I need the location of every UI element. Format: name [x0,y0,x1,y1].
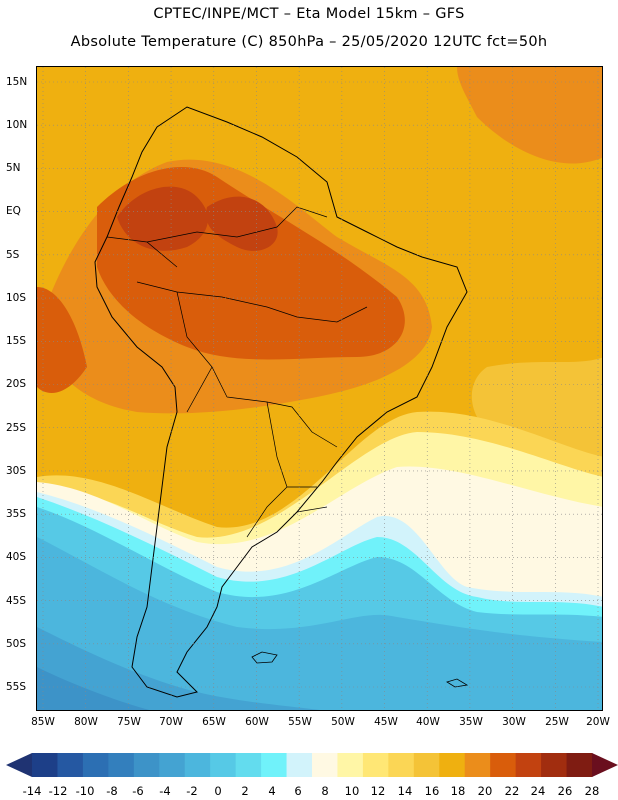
colder-zone-sw [37,667,150,710]
colorbar-left-arrow [6,753,32,777]
colorbar-cell [464,753,491,777]
colorbar-label: 8 [321,784,329,798]
cool-zone [37,537,602,710]
falkland-islands [251,651,278,664]
lon-label: 55W [288,716,312,728]
colorbar-cell [541,753,568,777]
colorbar-cell [362,753,389,777]
lat-label: 25S [6,422,27,434]
colorbar-label: 10 [344,784,360,798]
colorbar-cell [439,753,466,777]
lon-label: 35W [459,716,483,728]
colorbar-label: 0 [214,784,222,798]
colorbar-label: 20 [477,784,493,798]
lat-label: 20S [6,378,27,390]
colorbar-label: 26 [557,784,573,798]
colorbar-right-arrow [592,753,618,777]
colorbar-cell [286,753,313,777]
hot-zone-pacific [37,287,87,393]
colorbar-cells [32,753,593,777]
lon-label: 80W [74,716,98,728]
lat-label: 5N [6,162,21,174]
lat-label: 15N [6,76,28,88]
very-hot-zone-central [206,196,278,251]
lon-label: 25W [545,716,569,728]
lat-label: EQ [6,205,21,217]
cold-zone-sw [37,627,321,710]
colorbar-label: -2 [186,784,198,798]
colorbar-label: 6 [294,784,302,798]
lon-label: 75W [117,716,141,728]
colorbar-cell [388,753,415,777]
colorbar-cell [566,753,593,777]
lat-label: 55S [6,681,27,693]
colorbar-cell [108,753,135,777]
lat-label: 30S [6,465,27,477]
colorbar-label: -4 [159,784,171,798]
lon-label: 50W [331,716,355,728]
map-title-line1: CPTEC/INPE/MCT – Eta Model 15km – GFS [153,6,465,22]
colorbar-cell [261,753,288,777]
warm-orange-ne [457,67,602,164]
south-america-coastline [94,106,468,698]
colorbar-cell [337,753,364,777]
lat-label: 50S [6,638,27,650]
colorbar-label: -10 [75,784,95,798]
lat-label: 45S [6,595,27,607]
colorbar-label: 2 [241,784,249,798]
lat-lon-gridlines [37,67,602,710]
colorbar-cell [32,753,58,777]
colorbar-label: 28 [584,784,600,798]
lon-label: 70W [159,716,183,728]
colorbar-label: 22 [504,784,520,798]
south-georgia [446,678,469,688]
lat-label: 10S [6,292,27,304]
lon-label: 60W [245,716,269,728]
colorbar-cell [413,753,440,777]
colorbar-cell [312,753,338,777]
lon-label: 20W [586,716,610,728]
lon-label: 45W [374,716,398,728]
temperature-colorbar [6,753,618,777]
colorbar-label: -12 [48,784,68,798]
temperature-map [36,66,603,711]
colorbar-cell [159,753,186,777]
colorbar-cell [515,753,542,777]
colorbar-cell [57,753,84,777]
colorbar-label: -14 [22,784,42,798]
colorbar-label: 16 [424,784,440,798]
map-title-line2: Absolute Temperature (C) 850hPa – 25/05/… [70,34,548,50]
lat-label: 40S [6,551,27,563]
lon-label: 65W [202,716,226,728]
colorbar-label: -6 [132,784,144,798]
colorbar-cell [235,753,262,777]
lon-label: 85W [31,716,55,728]
temperature-map-canvas [37,67,602,710]
lat-label: 10N [6,119,28,131]
colorbar-label: 18 [450,784,466,798]
lon-label: 30W [502,716,526,728]
colorbar-cell [184,753,211,777]
colorbar-cell [82,753,109,777]
lat-label: 5S [6,249,20,261]
colorbar-label: 24 [530,784,546,798]
colorbar-cell [210,753,237,777]
colorbar-label: 4 [268,784,276,798]
lat-label: 15S [6,335,27,347]
country-borders [106,206,368,538]
lat-label: 35S [6,508,27,520]
colorbar-label: 14 [397,784,413,798]
lon-label: 40W [416,716,440,728]
colorbar-label: 12 [370,784,386,798]
colorbar-cell [490,753,517,777]
colorbar-label: -8 [106,784,118,798]
colorbar-cell [133,753,160,777]
